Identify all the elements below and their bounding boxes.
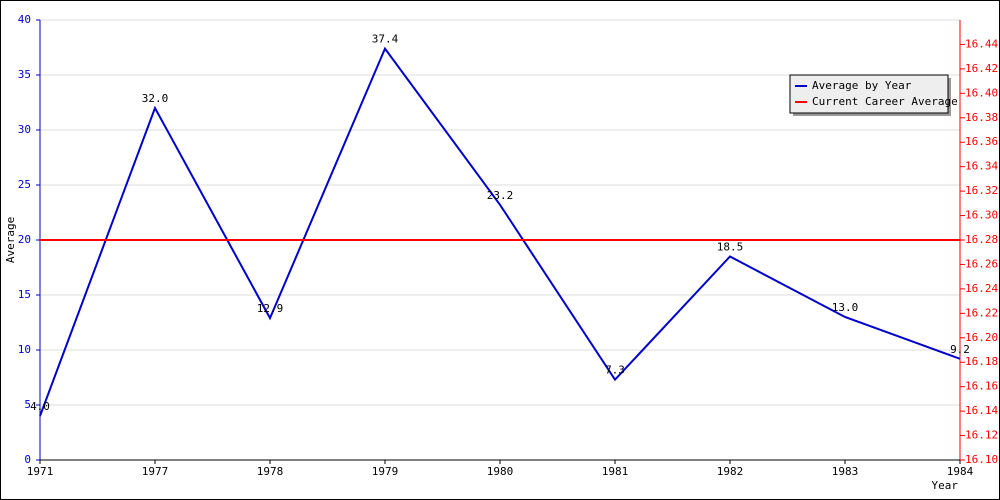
y-tick-label: 0	[24, 453, 31, 466]
x-tick-label: 1983	[832, 465, 859, 478]
x-axis-label: Year	[932, 479, 959, 492]
data-label: 32.0	[142, 92, 169, 105]
y2-tick-label: 16.10	[965, 453, 998, 466]
data-label: 7.3	[605, 364, 625, 377]
y2-tick-label: 16.38	[965, 111, 998, 124]
legend-label: Current Career Average	[812, 95, 958, 108]
x-tick-label: 1980	[487, 465, 514, 478]
x-tick-label: 1979	[372, 465, 399, 478]
legend-box	[789, 74, 949, 114]
y2-tick-label: 16.40	[965, 86, 998, 99]
y-tick-label: 35	[18, 68, 31, 81]
x-tick-label: 1984	[947, 465, 974, 478]
y2-tick-label: 16.32	[965, 184, 998, 197]
legend-label: Average by Year	[812, 79, 912, 92]
y2-tick-label: 16.18	[965, 355, 998, 368]
x-tick-label: 1978	[257, 465, 284, 478]
y-tick-label: 5	[24, 398, 31, 411]
data-label: 9.2	[950, 343, 970, 356]
data-label: 12.9	[257, 302, 284, 315]
y2-tick-label: 16.34	[965, 160, 998, 173]
y-tick-label: 25	[18, 178, 31, 191]
y-tick-label: 15	[18, 288, 31, 301]
y2-tick-label: 16.22	[965, 306, 998, 319]
data-label: 37.4	[372, 33, 399, 46]
data-label: 23.2	[487, 189, 514, 202]
y-tick-label: 20	[18, 233, 31, 246]
y2-tick-label: 16.36	[965, 135, 998, 148]
y-axis-label: Average	[4, 217, 17, 263]
x-tick-label: 1982	[717, 465, 744, 478]
y-tick-label: 10	[18, 343, 31, 356]
y2-tick-label: 16.44	[965, 37, 998, 50]
y2-tick-label: 16.20	[965, 331, 998, 344]
y2-tick-label: 16.24	[965, 282, 998, 295]
y2-tick-label: 16.30	[965, 209, 998, 222]
y-tick-label: 40	[18, 13, 31, 26]
series-line	[39, 46, 961, 417]
x-tick-label: 1971	[27, 465, 54, 478]
y-tick-label: 30	[18, 123, 31, 136]
x-tick-label: 1981	[602, 465, 629, 478]
y2-tick-label: 16.28	[965, 233, 998, 246]
data-label: 4.0	[30, 400, 50, 413]
y2-tick-label: 16.16	[965, 380, 998, 393]
y2-tick-label: 16.12	[965, 429, 998, 442]
x-tick-label: 1977	[142, 465, 169, 478]
y2-tick-label: 16.26	[965, 257, 998, 270]
y2-tick-label: 16.42	[965, 62, 998, 75]
y2-tick-label: 16.14	[965, 404, 998, 417]
data-label: 18.5	[717, 241, 744, 254]
data-label: 13.0	[832, 301, 859, 314]
